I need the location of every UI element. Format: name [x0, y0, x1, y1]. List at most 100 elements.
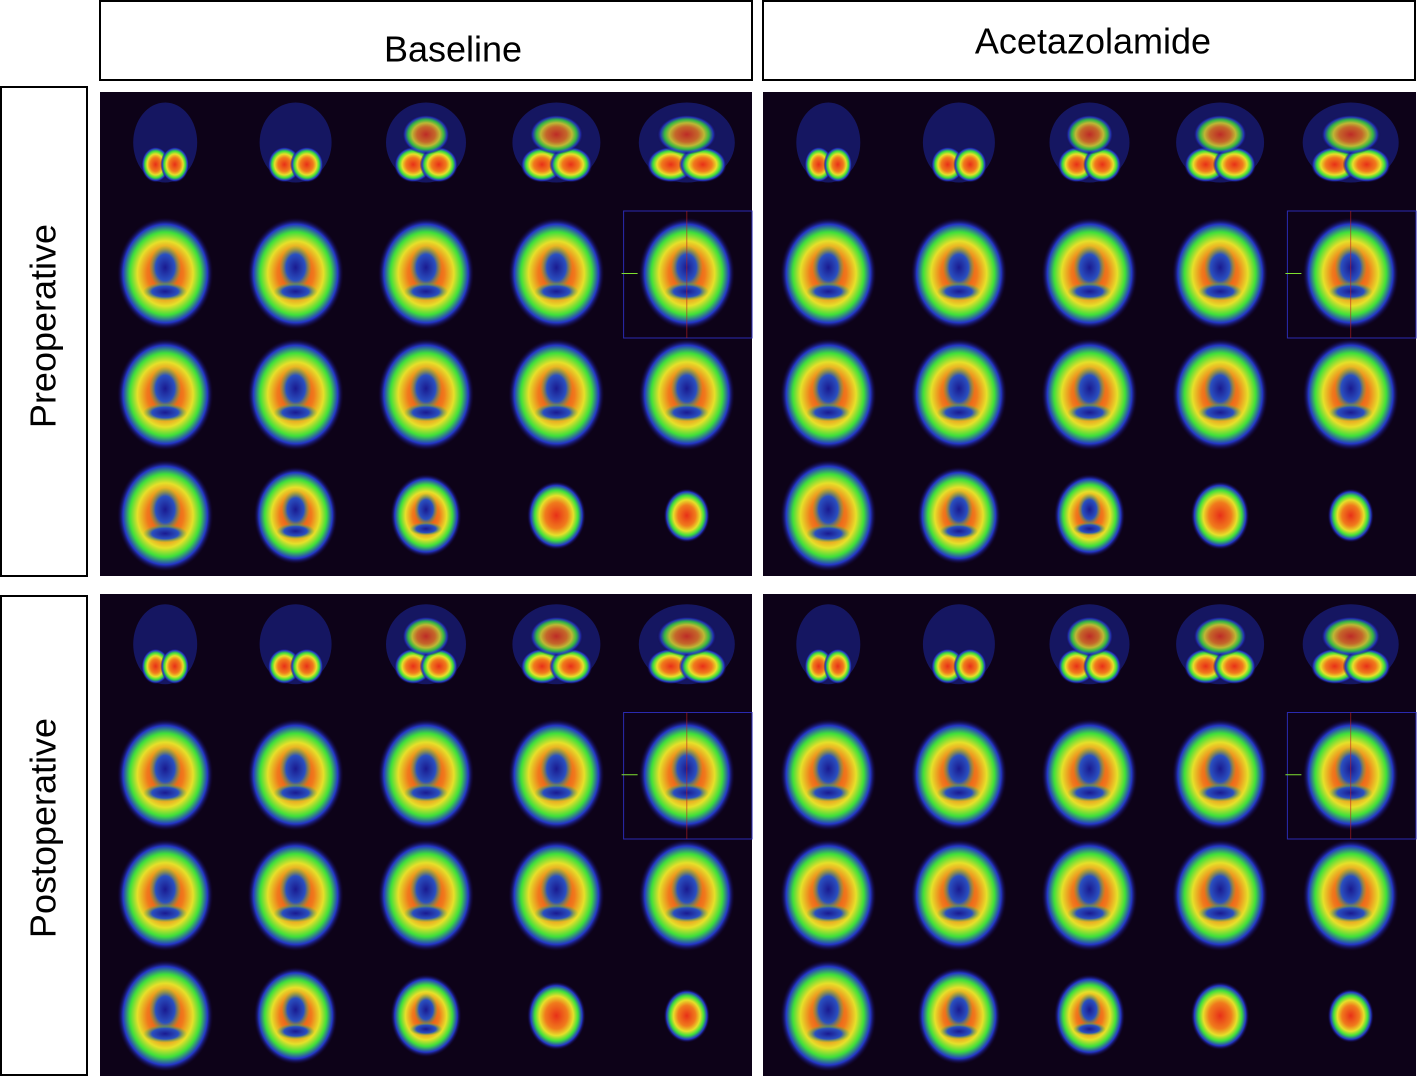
scan-ventricle — [534, 783, 579, 802]
scan-ventricle — [664, 904, 709, 923]
column-header: Baseline — [384, 29, 522, 70]
scan-ventricle — [1073, 1022, 1106, 1036]
scan-slice — [1190, 981, 1250, 1050]
scan-slice — [678, 648, 727, 685]
scan-slice — [419, 648, 458, 685]
scan-slice — [529, 616, 584, 657]
scan-ventricle — [812, 366, 845, 411]
scan-ventricle — [1198, 282, 1243, 301]
scan-ventricle — [939, 523, 979, 539]
scan-slice — [663, 988, 710, 1043]
scan-slice — [1083, 648, 1122, 685]
scan-ventricle — [806, 904, 851, 923]
scan-ventricle — [534, 403, 579, 422]
scan-ventricle — [414, 993, 438, 1027]
scan-ventricle — [1328, 904, 1373, 923]
scan-ventricle — [942, 746, 975, 791]
scan-ventricle — [279, 366, 312, 411]
scan-ventricle — [670, 366, 703, 411]
scan-ventricle — [1334, 867, 1367, 912]
scan-slice — [823, 648, 853, 685]
scan-ventricle — [149, 987, 182, 1032]
scan-slice — [549, 146, 593, 183]
scan-slice — [1065, 114, 1114, 155]
column-header-box — [99, 0, 753, 81]
scan-ventricle — [942, 245, 975, 290]
scan-ventricle — [1204, 746, 1237, 791]
scan-slice — [1190, 481, 1250, 550]
scan-ventricle — [410, 245, 442, 290]
scan-ventricle — [1077, 993, 1102, 1027]
scan-ventricle — [1204, 245, 1237, 290]
scan-ventricle — [143, 1024, 188, 1043]
scan-ventricle — [410, 867, 442, 912]
scan-slice — [953, 648, 987, 685]
row-header-box — [0, 595, 88, 1076]
scan-panel — [763, 92, 1417, 576]
scan-ventricle — [143, 282, 188, 301]
scan-ventricle — [540, 366, 573, 411]
scan-ventricle — [1073, 366, 1106, 411]
scan-ventricle — [409, 522, 443, 536]
scan-ventricle — [149, 245, 182, 290]
scan-ventricle — [1067, 403, 1112, 422]
scan-ventricle — [812, 746, 845, 791]
scan-ventricle — [936, 282, 981, 301]
scan-ventricle — [1204, 867, 1237, 912]
scan-ventricle — [149, 867, 182, 912]
scan-ventricle — [273, 904, 318, 923]
scan-ventricle — [806, 1024, 851, 1043]
scan-panel — [100, 594, 753, 1076]
scan-slice — [527, 481, 586, 550]
scan-ventricle — [149, 487, 182, 532]
scan-ventricle — [1204, 366, 1237, 411]
scan-slice — [678, 146, 727, 183]
scan-ventricle — [806, 403, 851, 422]
scan-ventricle — [812, 987, 845, 1032]
scan-ventricle — [944, 990, 973, 1029]
scan-slice — [290, 146, 324, 183]
scan-ventricle — [1198, 783, 1243, 802]
scan-ventricle — [942, 867, 975, 912]
crosshair-box — [1286, 210, 1417, 339]
scan-ventricle — [149, 746, 182, 791]
scan-slice — [1065, 616, 1114, 657]
scan-ventricle — [1334, 366, 1367, 411]
scan-slice — [1193, 114, 1248, 155]
scan-panel — [763, 594, 1417, 1076]
scan-ventricle — [281, 990, 310, 1029]
scan-ventricle — [273, 783, 318, 802]
scan-ventricle — [404, 783, 448, 802]
scan-slice — [1327, 488, 1374, 543]
scan-ventricle — [670, 867, 703, 912]
scan-slice — [160, 146, 190, 183]
scan-panel — [100, 92, 753, 576]
scan-slice — [290, 648, 324, 685]
scan-ventricle — [1067, 783, 1112, 802]
scan-ventricle — [279, 867, 312, 912]
scan-slice — [1083, 146, 1122, 183]
scan-ventricle — [273, 282, 318, 301]
scan-ventricle — [1328, 403, 1373, 422]
scan-ventricle — [279, 245, 312, 290]
scan-slice — [953, 146, 987, 183]
scan-slice — [1212, 146, 1257, 183]
scan-slice — [656, 114, 717, 155]
scan-slice — [1320, 114, 1381, 155]
scan-slice — [419, 146, 458, 183]
scan-ventricle — [540, 746, 573, 791]
scan-slice — [1342, 146, 1391, 183]
scan-ventricle — [1198, 403, 1243, 422]
scan-slice — [1212, 648, 1257, 685]
scan-ventricle — [939, 1023, 979, 1040]
row-header: Postoperative — [23, 718, 64, 938]
scan-ventricle — [1073, 867, 1106, 912]
scan-ventricle — [942, 366, 975, 411]
scan-ventricle — [806, 524, 851, 543]
scan-ventricle — [276, 523, 315, 539]
scan-slice — [527, 981, 586, 1050]
scan-slice — [402, 616, 450, 657]
scan-ventricle — [1198, 904, 1243, 923]
crosshair-box — [1286, 712, 1417, 840]
